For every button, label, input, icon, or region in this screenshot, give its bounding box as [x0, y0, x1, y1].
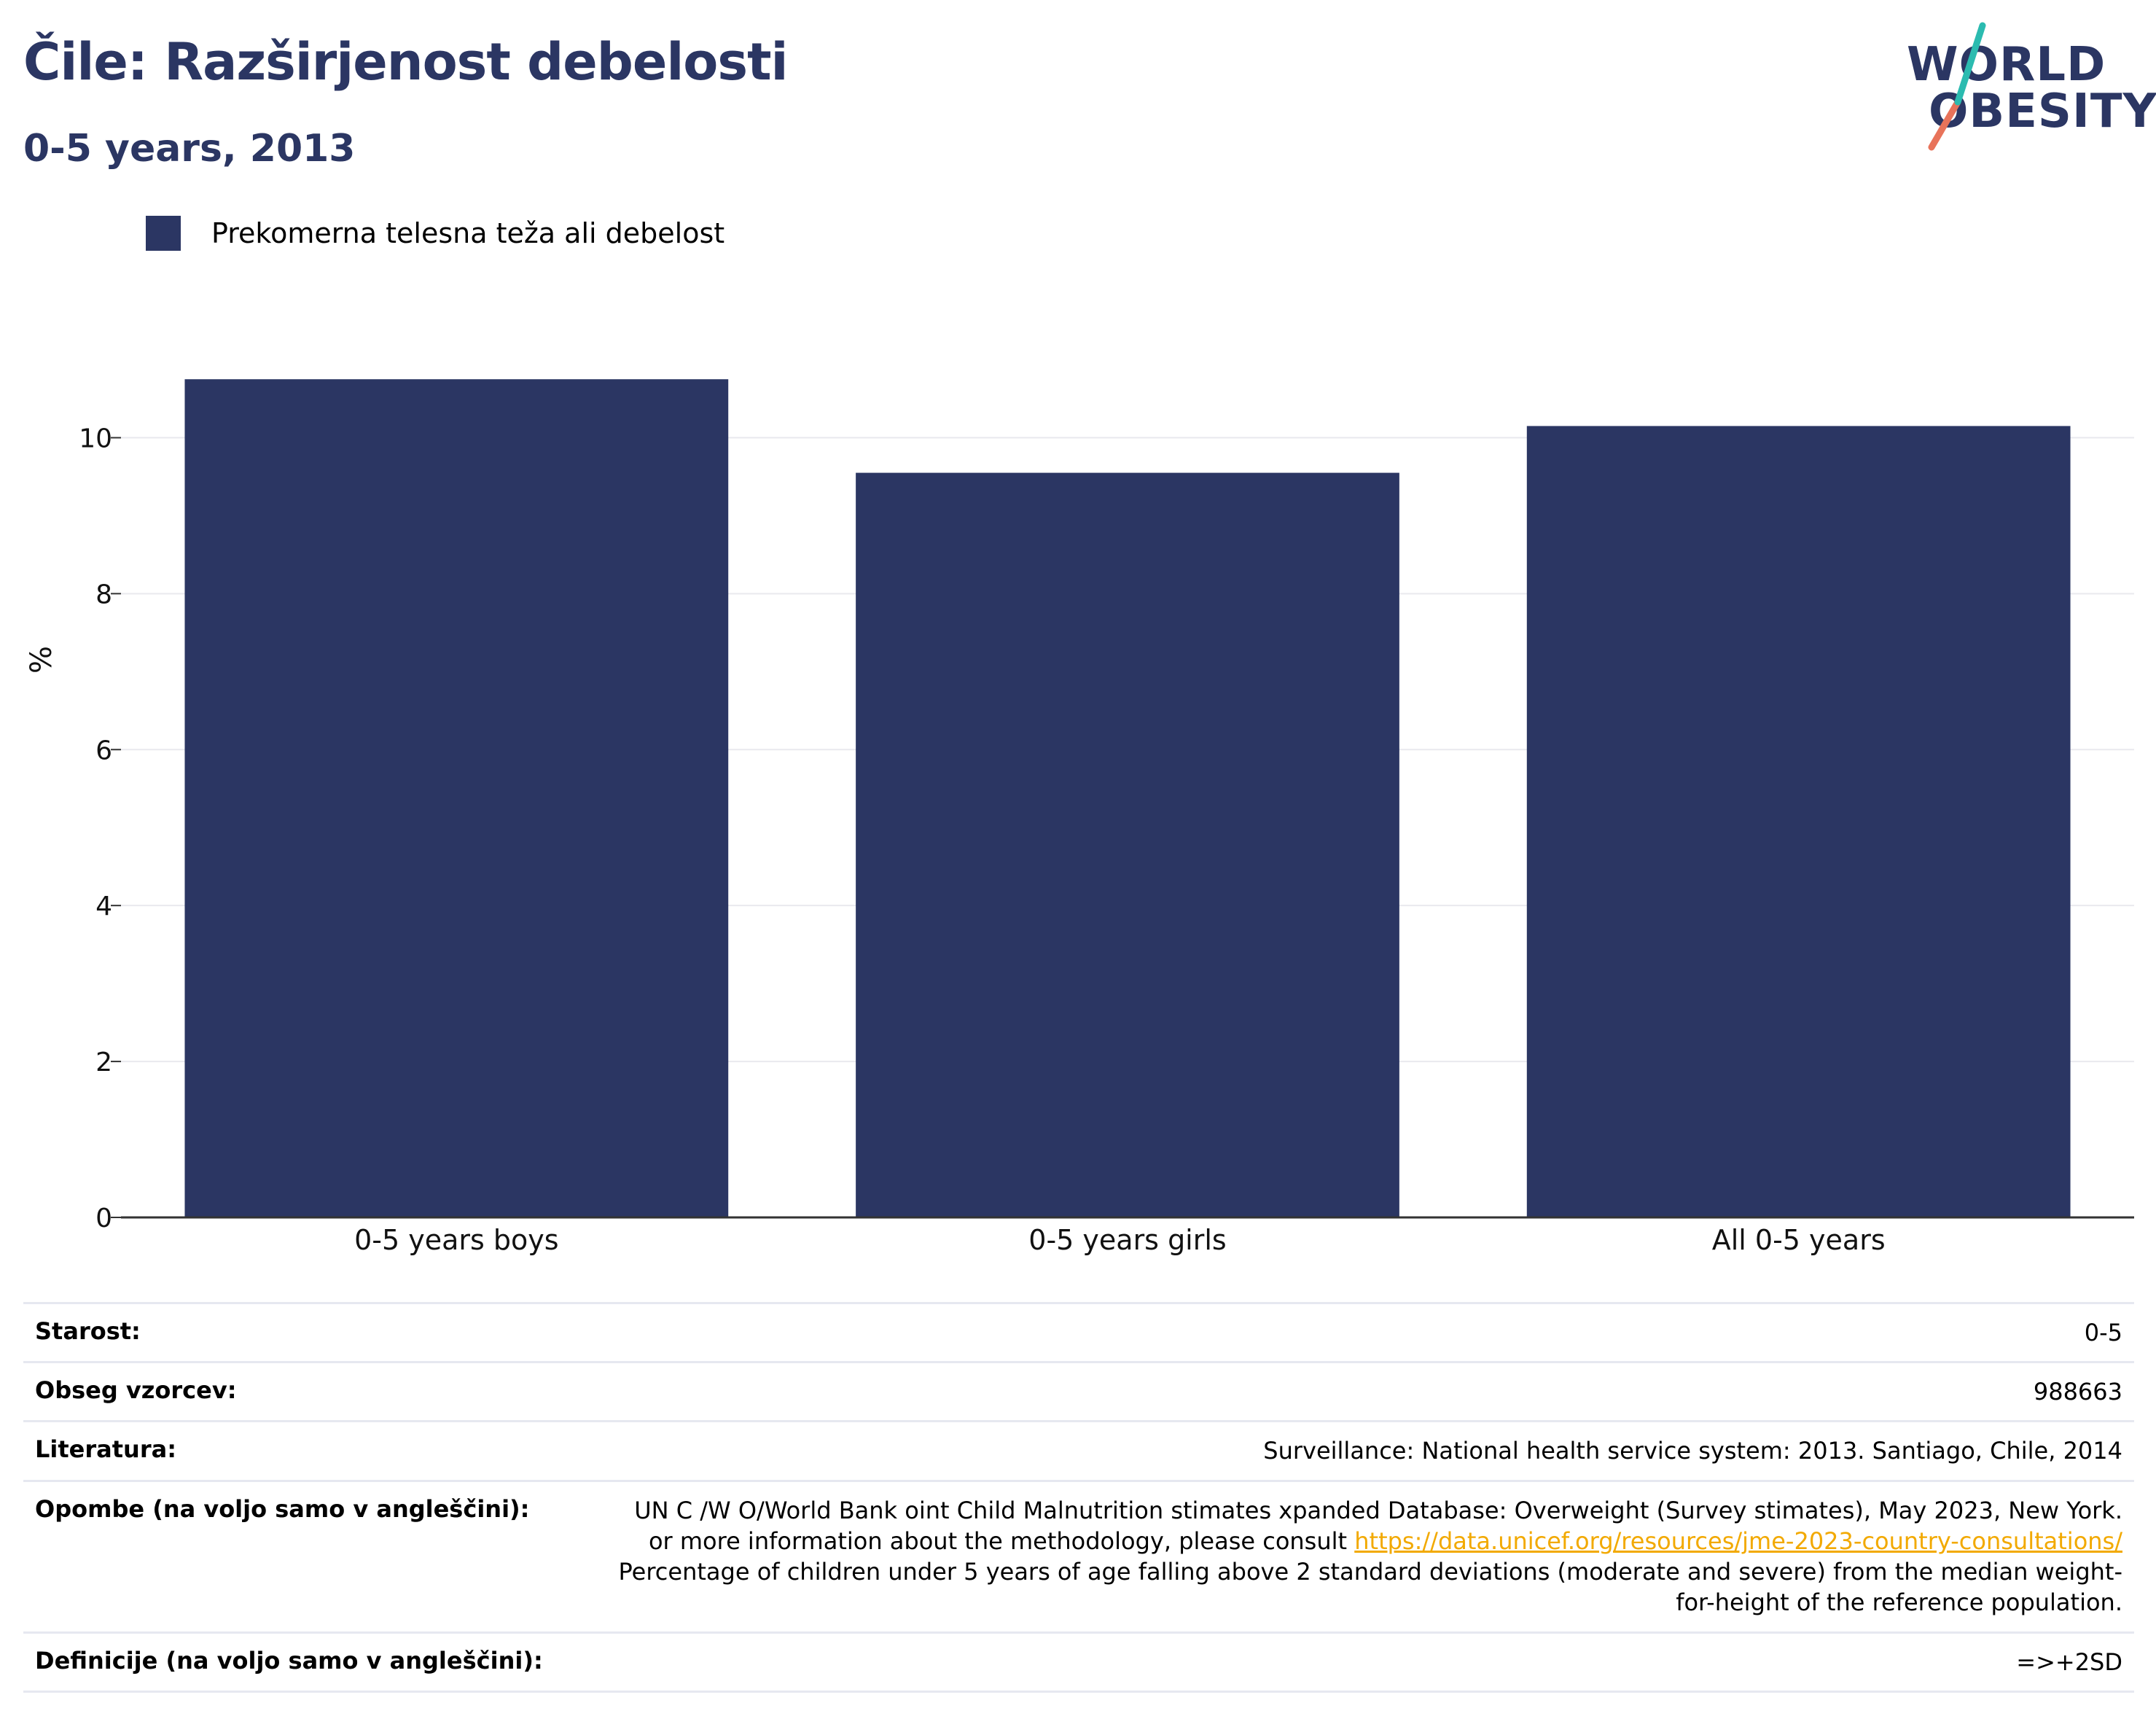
- notes-text: UN C /W O/World Bank oint Child Malnutri…: [601, 1479, 2134, 1634]
- info-key: Definicije (na voljo samo v angleščini):: [23, 1631, 601, 1693]
- world-obesity-logo: WORLD OBESITY: [1895, 22, 2156, 153]
- chart-title: Čile: Razširjenost debelosti: [23, 32, 789, 92]
- y-axis-title: %: [25, 646, 58, 674]
- logo-line-2: OBESITY: [1929, 85, 2156, 139]
- info-row-sample-size: Obseg vzorcev: 988663: [23, 1361, 2134, 1423]
- bar-1: [184, 379, 729, 1217]
- info-value: 988663: [601, 1361, 2134, 1423]
- bars: [184, 379, 2071, 1217]
- info-row-literature: Literatura: Surveillance: National healt…: [23, 1420, 2134, 1482]
- info-row-notes: Opombe (na voljo samo v angleščini): UN …: [23, 1479, 2134, 1634]
- notes-text-before: UN C /W O/World Bank oint Child Malnutri…: [634, 1496, 2122, 1555]
- info-value: 0-5: [601, 1301, 2134, 1364]
- y-tick-label: 0: [95, 1204, 112, 1233]
- info-value: Surveillance: National health service sy…: [601, 1420, 2134, 1482]
- legend-label: Prekomerna telesna teža ali debelost: [211, 217, 725, 249]
- bar-2: [856, 472, 1399, 1217]
- info-table: Starost: 0-5 Obseg vzorcev: 988663 Liter…: [23, 1301, 2134, 1693]
- y-tick-label: 8: [95, 580, 112, 609]
- axes: 0 2 4 6 8 10 0-5 years boys 0-5 years girls All …: [25, 424, 2134, 1256]
- y-tick-label: 4: [95, 892, 112, 921]
- notes-text-after: Percentage of children under 5 years of …: [618, 1558, 2123, 1617]
- info-value: =>+2SD: [601, 1631, 2134, 1693]
- y-tick-label: 2: [95, 1048, 112, 1077]
- chart-subtitle: 0-5 years, 2013: [23, 127, 356, 171]
- logo-slash-icon: [1928, 22, 1986, 151]
- bar-chart: 0 2 4 6 8 10 0-5 years boys 0-5 years girls All …: [25, 379, 2134, 1256]
- x-tick-label: All 0-5 years: [1712, 1224, 1886, 1256]
- y-tick-label: 10: [79, 424, 112, 453]
- y-tick-label: 6: [95, 736, 112, 765]
- methodology-link[interactable]: https://data.unicef.org/resources/jme-20…: [1354, 1527, 2122, 1555]
- info-row-definitions: Definicije (na voljo samo v angleščini):…: [23, 1631, 2134, 1693]
- info-row-age: Starost: 0-5: [23, 1301, 2134, 1364]
- info-key: Starost:: [23, 1301, 601, 1364]
- info-key: Literatura:: [23, 1420, 601, 1482]
- bar-3: [1526, 426, 2071, 1217]
- legend-swatch: [146, 216, 181, 251]
- info-key: Obseg vzorcev:: [23, 1361, 601, 1423]
- x-tick-label: 0-5 years boys: [354, 1224, 558, 1256]
- legend: Prekomerna telesna teža ali debelost: [146, 216, 724, 251]
- info-key: Opombe (na voljo samo v angleščini):: [23, 1479, 601, 1634]
- logo-line-1: WORLD: [1907, 38, 2106, 92]
- x-tick-label: 0-5 years girls: [1028, 1224, 1226, 1256]
